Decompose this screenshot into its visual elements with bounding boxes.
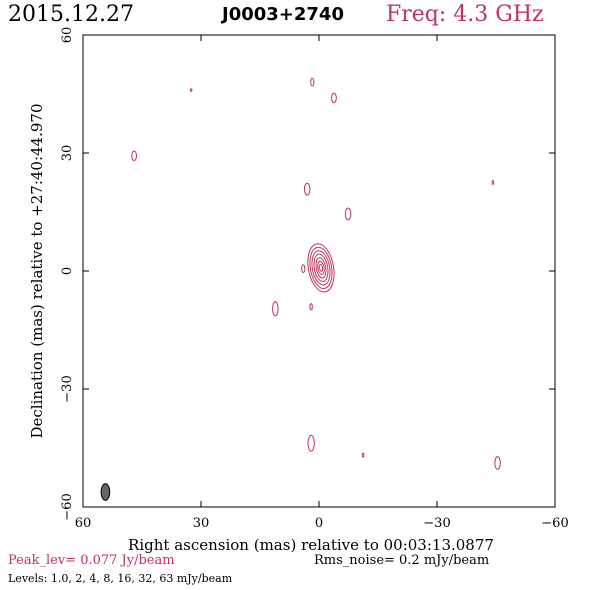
beam-marker	[100, 483, 111, 501]
component-contour	[331, 92, 337, 104]
y-tick-label: 60	[60, 27, 75, 44]
x-tick-label: 30	[193, 516, 210, 531]
component-contour	[361, 452, 365, 458]
source-name: J0003+2740	[222, 4, 344, 25]
core-contour	[307, 243, 335, 293]
y-tick-label: 30	[60, 145, 75, 162]
component-contour	[189, 88, 193, 92]
x-tick-label: 0	[315, 516, 323, 531]
core-contour	[311, 250, 331, 286]
core-contour	[317, 260, 325, 275]
core-contour	[315, 257, 327, 279]
axis-tick-labels: 60 30 0 −30 −60 −60 −30 0 30 60	[60, 27, 569, 531]
component-contour	[310, 77, 315, 87]
component-contour	[494, 456, 501, 470]
component-contour	[491, 180, 495, 185]
core-contour	[318, 263, 324, 272]
component-contour	[301, 264, 306, 274]
contours	[131, 77, 501, 470]
peak-level: Peak_lev= 0.077 Jy/beam	[8, 553, 175, 568]
observation-date: 2015.12.27	[8, 2, 134, 27]
contour-levels: Levels: 1.0, 2, 4, 8, 16, 32, 63 mJy/bea…	[8, 572, 233, 585]
x-tick-label: 60	[75, 516, 92, 531]
component-contour	[303, 182, 311, 196]
y-tick-label: −60	[60, 493, 75, 520]
component-contour	[344, 207, 352, 221]
component-contour	[309, 303, 313, 311]
core-contour	[313, 253, 329, 282]
x-tick-label: −60	[541, 516, 568, 531]
axis-ticks	[82, 34, 556, 508]
core-contour	[309, 246, 333, 289]
frequency-label: Freq: 4.3 GHz	[386, 2, 544, 27]
rms-noise: Rms_noise= 0.2 mJy/beam	[314, 553, 490, 568]
y-tick-label: 0	[60, 267, 75, 275]
x-axis-title: Right ascension (mas) relative to 00:03:…	[128, 536, 494, 554]
component-contour	[272, 301, 279, 317]
beam-ellipse	[100, 483, 111, 501]
x-tick-label: −30	[423, 516, 450, 531]
component-contour	[307, 434, 315, 452]
component-contour	[131, 150, 137, 161]
y-tick-label: −30	[60, 375, 75, 402]
y-axis-title: Declination (mas) relative to +27:40:44.…	[28, 103, 46, 438]
